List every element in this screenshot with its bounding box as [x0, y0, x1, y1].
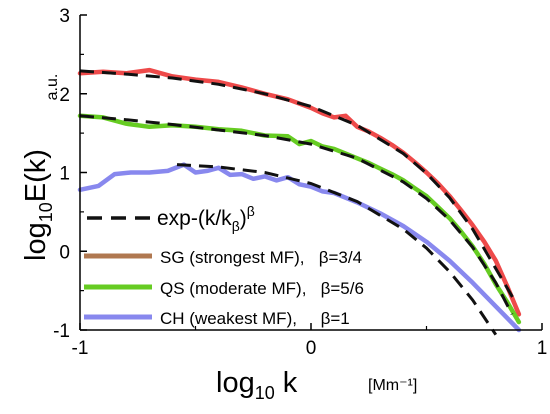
x-axis-label-var: k	[275, 367, 298, 399]
series-line-3	[77, 162, 522, 333]
fit-line-2	[79, 114, 514, 315]
y-tick-label: 0	[59, 242, 70, 263]
x-tick-label: 1	[537, 338, 548, 359]
y-tick-label: 3	[59, 6, 70, 27]
fit-layer	[79, 69, 516, 336]
legend-fit-sub: β	[232, 218, 240, 234]
legend-label-1: SG (strongest MF), β=3/4	[160, 248, 362, 267]
legend-label-3: CH (weakest MF), β=1	[160, 309, 350, 328]
legend-fit-label: exp-(k/kβ)β	[157, 203, 255, 234]
x-axis-label-sub: 10	[255, 383, 275, 403]
x-axis-label-main: log	[216, 367, 255, 399]
fit-line-1	[79, 69, 516, 301]
y-axis-label-main: log	[20, 222, 52, 261]
fit-line-3	[176, 163, 498, 336]
legend: exp-(k/kβ)β SG (strongest MF), β=3/4QS (…	[84, 203, 364, 328]
y-tick-label: 2	[59, 85, 70, 106]
legend-fit-tail: )	[240, 207, 247, 230]
axes-layer	[79, 14, 543, 331]
y-axis-unit: a.u.	[44, 74, 61, 101]
legend-fit-main: exp-(k/k	[157, 207, 232, 230]
y-axis-label-sub: 10	[36, 202, 56, 222]
x-tick-label: 0	[306, 338, 317, 359]
tick-labels: -1 0 1 2 3 -1 0 1	[53, 6, 547, 359]
legend-label-2: QS (moderate MF), β=5/6	[160, 279, 364, 298]
y-tick-label: 1	[59, 164, 70, 185]
x-axis-unit: [Mm⁻¹]	[368, 377, 417, 394]
x-tick-label: -1	[72, 338, 89, 359]
y-axis-label: log10E(k)	[20, 149, 56, 261]
legend-fit-sup: β	[247, 203, 255, 219]
y-tick-label: -1	[53, 321, 70, 342]
series-line-1	[77, 67, 522, 317]
x-axis-label: log10 k	[216, 367, 298, 403]
y-axis-label-var: E(k)	[20, 149, 52, 202]
